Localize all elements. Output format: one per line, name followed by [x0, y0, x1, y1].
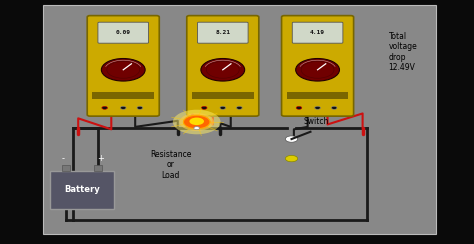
Circle shape: [137, 106, 143, 109]
Circle shape: [285, 155, 298, 162]
Bar: [43, 5, 436, 234]
Circle shape: [285, 136, 298, 142]
Circle shape: [296, 106, 302, 109]
Circle shape: [180, 113, 214, 131]
FancyBboxPatch shape: [187, 16, 259, 116]
Bar: [50, 171, 114, 209]
Circle shape: [220, 106, 226, 109]
Circle shape: [183, 115, 210, 129]
Circle shape: [190, 118, 204, 125]
FancyBboxPatch shape: [98, 22, 148, 43]
Bar: [287, 92, 348, 99]
FancyBboxPatch shape: [292, 22, 343, 43]
Bar: [92, 92, 154, 99]
Circle shape: [101, 59, 145, 81]
Bar: [94, 165, 101, 171]
Text: 8.21: 8.21: [215, 30, 230, 35]
Text: 0.09: 0.09: [116, 30, 131, 35]
Bar: [192, 92, 254, 99]
Text: +: +: [97, 154, 104, 163]
FancyBboxPatch shape: [198, 22, 248, 43]
Circle shape: [120, 106, 126, 109]
Text: Switch: Switch: [303, 118, 329, 126]
Circle shape: [315, 106, 320, 109]
Circle shape: [201, 59, 245, 81]
Circle shape: [173, 110, 220, 134]
Circle shape: [331, 106, 337, 109]
Text: -: -: [62, 154, 65, 163]
Circle shape: [194, 127, 200, 130]
Text: Total
voltage
drop
12.49V: Total voltage drop 12.49V: [389, 32, 418, 72]
Text: Battery: Battery: [64, 185, 100, 194]
Circle shape: [237, 106, 242, 109]
FancyBboxPatch shape: [87, 16, 159, 116]
Text: 4.19: 4.19: [310, 30, 325, 35]
FancyBboxPatch shape: [282, 16, 354, 116]
Circle shape: [201, 106, 207, 109]
Text: Resistance
or
Load: Resistance or Load: [150, 150, 191, 180]
Circle shape: [296, 59, 339, 81]
Circle shape: [102, 106, 108, 109]
Bar: [62, 165, 70, 171]
